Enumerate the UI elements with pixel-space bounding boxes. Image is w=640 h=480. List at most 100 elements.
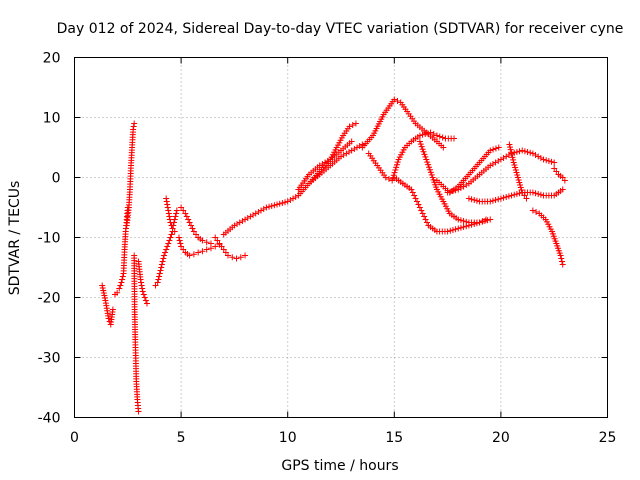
data-point <box>189 225 196 232</box>
x-tick-labels: 0 5 10 15 20 25 <box>70 430 616 446</box>
data-point <box>433 132 440 139</box>
data-point <box>138 279 145 286</box>
data-point <box>345 149 352 155</box>
y-tick-label: -30 <box>38 351 61 367</box>
data-point <box>195 249 202 256</box>
data-point <box>394 98 401 104</box>
data-point <box>505 193 512 200</box>
data-point <box>141 294 148 301</box>
data-point <box>233 255 240 262</box>
data-point <box>489 161 496 167</box>
data-point <box>419 210 426 217</box>
series-peak-low <box>365 129 457 184</box>
data-point <box>139 285 146 292</box>
data-point <box>237 254 244 261</box>
data-point <box>284 198 291 205</box>
data-point <box>255 209 262 215</box>
data-point <box>183 213 190 220</box>
data-point <box>252 210 259 217</box>
series-cluster-5 <box>175 234 223 259</box>
data-point <box>465 195 472 202</box>
data-point <box>455 216 462 223</box>
data-point <box>159 258 166 265</box>
data-point <box>532 190 539 197</box>
data-point <box>513 149 520 155</box>
y-tick-label: 20 <box>43 51 61 67</box>
plot-frame <box>74 57 608 418</box>
data-point <box>130 126 137 133</box>
data-point <box>559 258 566 265</box>
data-point <box>444 228 451 235</box>
data-point <box>428 171 435 178</box>
data-point <box>171 216 178 223</box>
data-point <box>236 219 243 226</box>
data-point <box>450 135 457 142</box>
data-point <box>225 252 232 259</box>
data-point <box>244 215 251 221</box>
data-point <box>118 279 125 286</box>
data-point <box>199 248 206 255</box>
data-point <box>424 159 431 166</box>
data-point <box>484 217 491 224</box>
data-point <box>164 204 171 211</box>
x-tick-label: 20 <box>492 430 510 446</box>
data-point <box>343 150 350 157</box>
data-point <box>411 192 418 199</box>
x-tick-label: 0 <box>70 430 79 446</box>
data-point <box>348 138 355 145</box>
data-point <box>290 195 297 202</box>
x-axis-label: GPS time / hours <box>281 458 398 474</box>
data-point <box>158 264 165 271</box>
data-point <box>444 189 451 196</box>
series-late-spike <box>506 141 530 202</box>
data-point <box>492 159 499 166</box>
data-points <box>99 96 568 415</box>
data-point <box>481 218 488 224</box>
data-point <box>468 196 475 203</box>
data-point <box>540 156 547 163</box>
data-point <box>529 150 536 157</box>
data-point <box>155 276 162 283</box>
x-tick-label: 10 <box>279 430 297 446</box>
data-point <box>247 213 254 220</box>
data-point <box>495 144 502 151</box>
data-point <box>513 191 520 197</box>
data-point <box>430 131 437 137</box>
data-point <box>417 141 424 148</box>
data-point <box>348 147 355 154</box>
data-point <box>559 261 566 268</box>
series-early-rise <box>112 204 131 298</box>
data-point <box>447 227 454 234</box>
data-point <box>495 196 502 203</box>
data-point <box>203 246 210 253</box>
series-end-rise <box>551 165 568 184</box>
series-cluster-5b <box>178 204 214 247</box>
data-point <box>507 146 514 153</box>
data-point <box>166 237 173 244</box>
data-point <box>156 270 163 277</box>
data-point <box>516 190 523 197</box>
data-point <box>422 131 429 137</box>
data-point <box>353 144 360 151</box>
data-point <box>186 219 193 226</box>
data-point <box>509 154 516 161</box>
series-late-drop <box>529 207 566 268</box>
data-point <box>163 246 170 253</box>
data-point <box>452 226 459 233</box>
data-point <box>416 132 423 139</box>
axis-ticks <box>74 57 608 418</box>
data-point <box>382 174 389 181</box>
data-point <box>497 195 504 202</box>
data-point <box>176 237 183 244</box>
series-early-left-arc <box>99 282 116 328</box>
data-point <box>239 218 246 224</box>
data-point <box>157 267 164 274</box>
data-point <box>282 199 289 206</box>
data-point <box>119 273 126 280</box>
data-point <box>271 202 278 209</box>
data-point <box>188 222 195 229</box>
data-point <box>557 252 564 259</box>
data-point <box>409 189 416 196</box>
data-point <box>489 197 496 204</box>
data-point <box>426 166 433 173</box>
